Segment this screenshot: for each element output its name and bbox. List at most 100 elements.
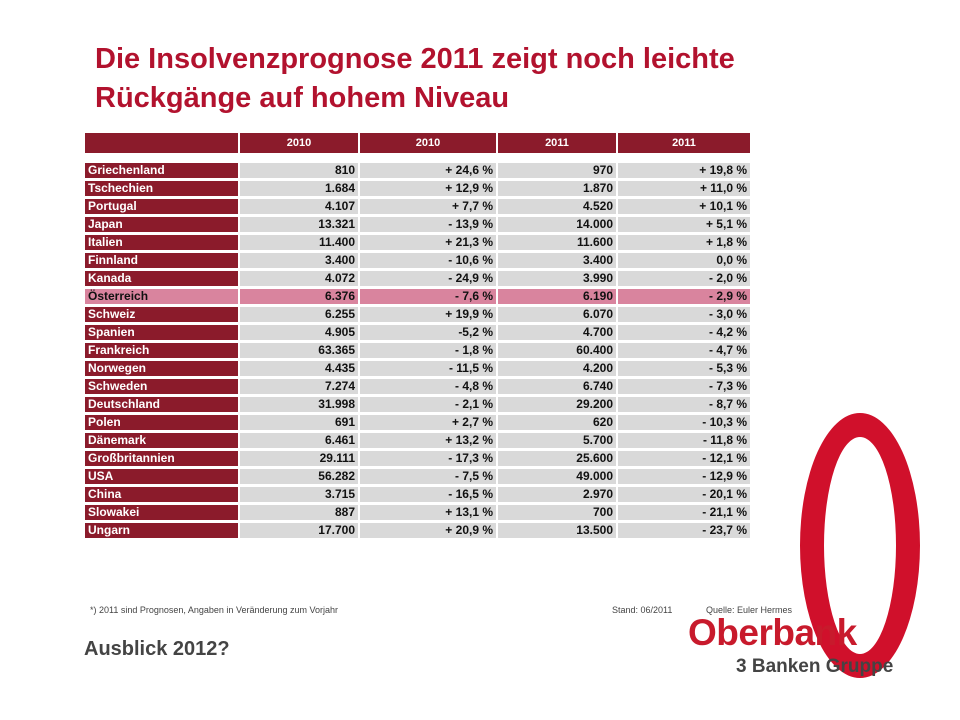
table-row: USA 56.282- 7,5 % 49.000- 12,9 % — [85, 469, 750, 484]
insolvencies-2011-cell: 1.870 — [496, 181, 616, 196]
header-cell-2011-count: 2011 — [496, 133, 616, 153]
country-cell: Frankreich — [85, 343, 238, 358]
insolvencies-2011-cell: 4.700 — [496, 325, 616, 340]
insolvencies-2011-cell: 11.600 — [496, 235, 616, 250]
change-2010-cell: + 13,2 % — [358, 433, 496, 448]
change-2011-cell: - 12,1 % — [616, 451, 750, 466]
change-2010-cell: - 24,9 % — [358, 271, 496, 286]
insolvencies-2011-cell: 4.200 — [496, 361, 616, 376]
insolvency-table: 2010 2010 2011 2011 Griechenland 810 + 24,… — [85, 130, 750, 541]
change-2010-cell: - 13,9 % — [358, 217, 496, 232]
country-cell: Japan — [85, 217, 238, 232]
change-2010-cell: -5,2 % — [358, 325, 496, 340]
table-row: Frankreich 63.365- 1,8 % 60.400- 4,7 % — [85, 343, 750, 358]
change-2011-cell: - 3,0 % — [616, 307, 750, 322]
change-2011-cell: - 23,7 % — [616, 523, 750, 538]
change-2010-cell: - 10,6 % — [358, 253, 496, 268]
change-2011-cell: - 21,1 % — [616, 505, 750, 520]
table-row: Portugal 4.107 + 7,7 % 4.520 + 10,1 % — [85, 199, 750, 214]
table-row: Italien 11.400 + 21,3 % 11.600 + 1,8 % — [85, 235, 750, 250]
change-2010-cell: + 2,7 % — [358, 415, 496, 430]
insolvencies-2010-cell: 11.400 — [238, 235, 358, 250]
country-cell: China — [85, 487, 238, 502]
change-2010-cell: - 4,8 % — [358, 379, 496, 394]
table-row: Dänemark 6.461 + 13,2 % 5.700- 11,8 % — [85, 433, 750, 448]
change-2010-cell: - 17,3 % — [358, 451, 496, 466]
table-row: Finnland 3.400- 10,6 % 3.400 0,0 % — [85, 253, 750, 268]
change-2010-cell: + 24,6 % — [358, 163, 496, 178]
table-row: Griechenland 810 + 24,6 % 970 + 19,8 % — [85, 163, 750, 178]
country-cell: Großbritannien — [85, 451, 238, 466]
stand-date: Stand: 06/2011 — [612, 605, 673, 615]
change-2010-cell: - 7,5 % — [358, 469, 496, 484]
insolvencies-2011-cell: 620 — [496, 415, 616, 430]
page-title: Die Insolvenzprognose 2011 zeigt noch le… — [95, 43, 735, 114]
insolvencies-2010-cell: 17.700 — [238, 523, 358, 538]
change-2011-cell: - 2,0 % — [616, 271, 750, 286]
change-2011-cell: - 10,3 % — [616, 415, 750, 430]
table-row: Polen 691 + 2,7 % 620- 10,3 % — [85, 415, 750, 430]
source-note: Quelle: Euler Hermes — [706, 605, 793, 615]
insolvencies-2010-cell: 29.111 — [238, 451, 358, 466]
country-cell: Norwegen — [85, 361, 238, 376]
oberbank-logo-tagline: 3 Banken Gruppe — [736, 656, 894, 677]
insolvencies-2011-cell: 6.740 — [496, 379, 616, 394]
change-2011-cell: + 11,0 % — [616, 181, 750, 196]
change-2010-cell: - 7,6 % — [358, 289, 496, 304]
country-cell: Schweiz — [85, 307, 238, 322]
insolvencies-2011-cell: 5.700 — [496, 433, 616, 448]
insolvencies-2010-cell: 4.905 — [238, 325, 358, 340]
header-spacer — [85, 156, 750, 160]
change-2011-cell: - 4,2 % — [616, 325, 750, 340]
insolvencies-2011-cell: 25.600 — [496, 451, 616, 466]
insolvencies-2011-cell: 3.990 — [496, 271, 616, 286]
change-2010-cell: + 12,9 % — [358, 181, 496, 196]
table-row: Tschechien 1.684 + 12,9 % 1.870 + 11,0 % — [85, 181, 750, 196]
insolvencies-2011-cell: 6.070 — [496, 307, 616, 322]
insolvencies-2010-cell: 31.998 — [238, 397, 358, 412]
change-2010-cell: + 19,9 % — [358, 307, 496, 322]
change-2011-cell: - 20,1 % — [616, 487, 750, 502]
country-cell: Polen — [85, 415, 238, 430]
insolvencies-2010-cell: 13.321 — [238, 217, 358, 232]
insolvencies-2011-cell: 2.970 — [496, 487, 616, 502]
change-2011-cell: - 2,9 % — [616, 289, 750, 304]
table-row: Österreich 6.376- 7,6 % 6.190- 2,9 % — [85, 289, 750, 304]
change-2011-cell: - 11,8 % — [616, 433, 750, 448]
change-2011-cell: - 5,3 % — [616, 361, 750, 376]
table-row: Kanada 4.072- 24,9 % 3.990- 2,0 % — [85, 271, 750, 286]
country-cell: Schweden — [85, 379, 238, 394]
insolvencies-2011-cell: 6.190 — [496, 289, 616, 304]
country-cell: USA — [85, 469, 238, 484]
insolvencies-2010-cell: 3.715 — [238, 487, 358, 502]
insolvencies-2011-cell: 4.520 — [496, 199, 616, 214]
change-2010-cell: + 13,1 % — [358, 505, 496, 520]
country-cell: Dänemark — [85, 433, 238, 448]
insolvencies-2010-cell: 1.684 — [238, 181, 358, 196]
table-row: Schweiz 6.255 + 19,9 % 6.070- 3,0 % — [85, 307, 750, 322]
insolvencies-2010-cell: 810 — [238, 163, 358, 178]
country-cell: Ungarn — [85, 523, 238, 538]
insolvencies-2011-cell: 60.400 — [496, 343, 616, 358]
header-cell-2010-change: 2010 — [358, 133, 496, 153]
change-2010-cell: + 20,9 % — [358, 523, 496, 538]
insolvencies-2011-cell: 970 — [496, 163, 616, 178]
insolvencies-2010-cell: 4.072 — [238, 271, 358, 286]
insolvencies-2010-cell: 3.400 — [238, 253, 358, 268]
country-cell: Griechenland — [85, 163, 238, 178]
outlook-heading: Ausblick 2012? — [84, 638, 230, 660]
insolvencies-2010-cell: 56.282 — [238, 469, 358, 484]
change-2010-cell: - 11,5 % — [358, 361, 496, 376]
country-cell: Tschechien — [85, 181, 238, 196]
table-row: China 3.715- 16,5 % 2.970- 20,1 % — [85, 487, 750, 502]
change-2011-cell: + 10,1 % — [616, 199, 750, 214]
country-cell: Deutschland — [85, 397, 238, 412]
insolvencies-2011-cell: 3.400 — [496, 253, 616, 268]
change-2011-cell: + 1,8 % — [616, 235, 750, 250]
header-cell-2011-change: 2011 — [616, 133, 750, 153]
insolvencies-2011-cell: 13.500 — [496, 523, 616, 538]
insolvencies-2010-cell: 6.376 — [238, 289, 358, 304]
change-2011-cell: 0,0 % — [616, 253, 750, 268]
insolvencies-2010-cell: 7.274 — [238, 379, 358, 394]
country-cell: Österreich — [85, 289, 238, 304]
